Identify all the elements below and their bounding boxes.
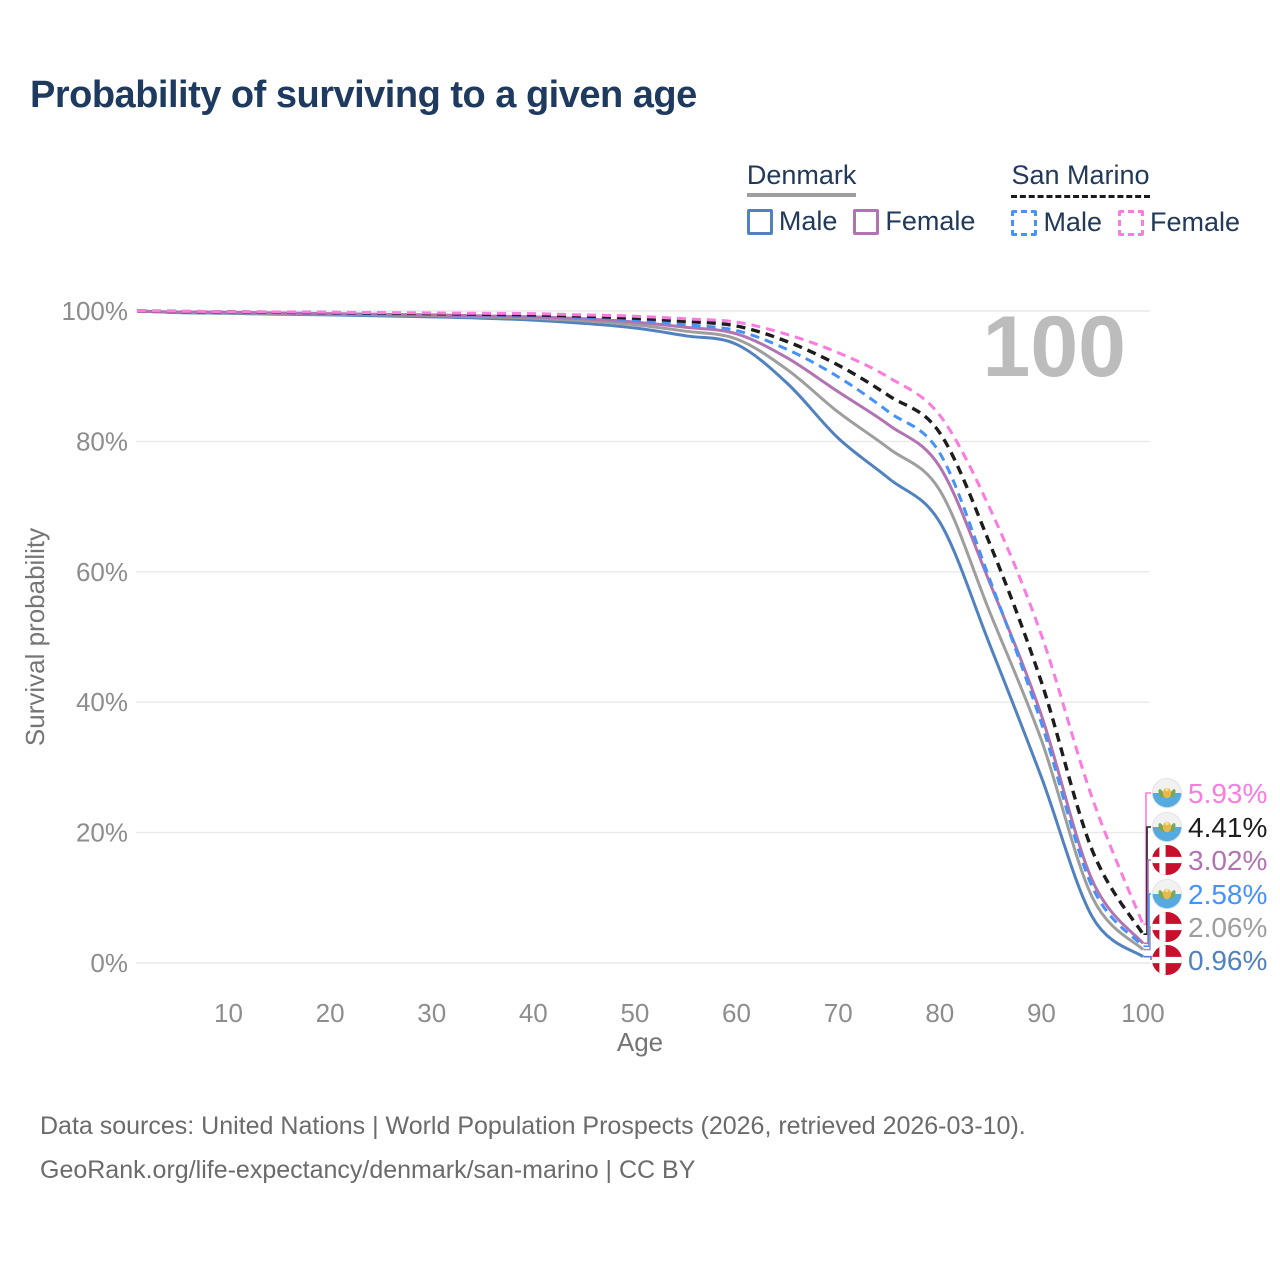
denmark-male-checkbox-icon: [746, 208, 773, 235]
x-tick-label-70: 70: [824, 998, 853, 1028]
y-tick-label-0: 0%: [90, 948, 128, 978]
end-label-denmark-male: 0.96%: [1152, 945, 1267, 976]
flag-icon-san-marino: [1152, 812, 1183, 843]
flag-icon-denmark: [1152, 845, 1182, 875]
y-tick-label-60: 60%: [76, 557, 128, 587]
x-tick-label-60: 60: [722, 998, 751, 1028]
age-counter-watermark: 100: [983, 299, 1127, 395]
footer-url[interactable]: GeoRank.org/life-expectancy/denmark/san-…: [40, 1156, 696, 1184]
x-tick-label-30: 30: [417, 998, 446, 1028]
legend-group-san-marino: San Marino Male Female: [1011, 160, 1240, 238]
end-label-denmark-total: 2.06%: [1152, 912, 1267, 943]
x-tick-label-20: 20: [316, 998, 345, 1028]
footer: Data sources: United Nations | World Pop…: [40, 1104, 1026, 1192]
flag-icon-denmark: [1152, 912, 1182, 942]
x-tick-label-80: 80: [925, 998, 954, 1028]
end-label-denmark-female: 3.02%: [1152, 845, 1267, 876]
san-marino-female-checkbox-icon: [1117, 209, 1144, 236]
leader-line-denmark-male: [1143, 955, 1152, 960]
chart-legend: Denmark Male Female San Marino Male: [746, 160, 1240, 238]
legend-item-san-marino-female[interactable]: Female: [1117, 207, 1240, 238]
legend-label-san-marino-female: Female: [1149, 207, 1240, 237]
curve-denmark-total[interactable]: [136, 309, 1145, 951]
page-title: Probability of surviving to a given age: [30, 74, 697, 116]
x-tick-label-10: 10: [214, 998, 243, 1028]
flag-icon-san-marino: [1152, 778, 1183, 809]
x-tick-label-100: 100: [1121, 998, 1164, 1028]
curve-san-marino-total[interactable]: [136, 309, 1145, 936]
end-label-value-san-marino-total: 4.41%: [1188, 812, 1267, 843]
leader-line-san-marino-female: [1143, 792, 1151, 926]
leader-line-denmark-total: [1143, 926, 1151, 951]
x-tick-label-40: 40: [519, 998, 548, 1028]
end-label-san-marino-male: 2.58%: [1152, 879, 1267, 910]
end-label-value-denmark-total: 2.06%: [1188, 912, 1267, 943]
legend-label-denmark-female: Female: [885, 206, 976, 236]
denmark-female-checkbox-icon: [853, 208, 880, 235]
y-tick-label-40: 40%: [76, 687, 128, 717]
footer-data-sources: Data sources: United Nations | World Pop…: [40, 1112, 1026, 1140]
legend-item-san-marino-male[interactable]: Male: [1011, 207, 1102, 238]
x-axis-title: Age: [617, 1027, 663, 1057]
x-tick-label-90: 90: [1027, 998, 1056, 1028]
curve-denmark-female[interactable]: [136, 309, 1145, 945]
curve-san-marino-male[interactable]: [136, 309, 1145, 948]
san-marino-male-checkbox-icon: [1011, 209, 1038, 236]
end-label-san-marino-total: 4.41%: [1152, 812, 1267, 843]
curve-denmark-male[interactable]: [136, 309, 1144, 958]
flag-icon-denmark: [1152, 945, 1182, 975]
y-tick-label-80: 80%: [76, 426, 128, 456]
leader-line-san-marino-total: [1143, 826, 1151, 935]
end-label-value-denmark-female: 3.02%: [1188, 845, 1267, 876]
end-label-value-san-marino-female: 5.93%: [1188, 778, 1267, 809]
end-label-san-marino-female: 5.93%: [1152, 778, 1267, 809]
end-label-value-denmark-male: 0.96%: [1188, 945, 1267, 976]
curve-san-marino-female[interactable]: [136, 309, 1145, 925]
legend-item-denmark-male[interactable]: Male: [746, 206, 838, 237]
legend-label-san-marino-male: Male: [1043, 207, 1102, 237]
end-label-value-san-marino-male: 2.58%: [1188, 879, 1267, 910]
flag-icon-san-marino: [1152, 879, 1183, 910]
legend-country-denmark[interactable]: Denmark: [746, 160, 857, 197]
legend-label-denmark-male: Male: [778, 206, 838, 236]
leader-line-denmark-female: [1143, 859, 1151, 945]
y-tick-label-100: 100%: [62, 296, 129, 326]
leader-line-san-marino-male: [1143, 893, 1151, 947]
y-axis-title: Survival probability: [20, 528, 50, 746]
legend-group-denmark: Denmark Male Female: [746, 160, 975, 238]
legend-item-denmark-female[interactable]: Female: [853, 206, 975, 237]
x-tick-label-50: 50: [620, 998, 649, 1028]
y-tick-label-20: 20%: [76, 818, 128, 848]
legend-country-san-marino[interactable]: San Marino: [1011, 160, 1150, 198]
